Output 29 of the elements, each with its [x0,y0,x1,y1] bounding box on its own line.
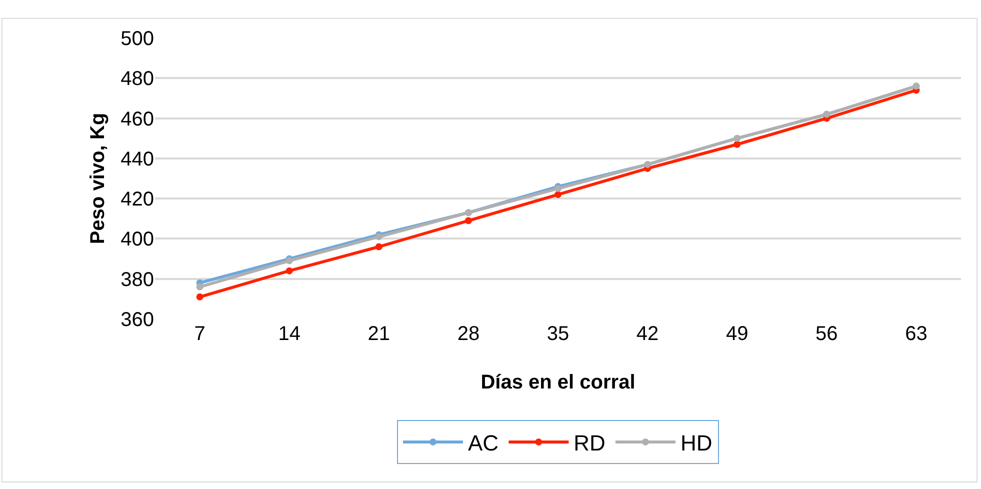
point [734,140,741,148]
x-tick-label: 7 [194,323,206,345]
point [375,243,382,250]
x-tick-label: 14 [278,323,300,345]
y-axis-title: Peso vivo, Kg [87,112,110,244]
x-tick-label: 28 [457,323,480,345]
y-tick-label: 380 [120,268,154,291]
y-tick-label: 500 [120,28,154,50]
y-tick-label: 480 [120,68,154,90]
point [464,217,472,224]
y-tick-label: 400 [120,228,154,251]
y-tick-label: 420 [120,188,154,211]
point [196,293,204,300]
legend-label: RD [574,430,606,456]
y-tick-label: 460 [120,108,154,130]
x-tick-label: 21 [368,323,390,345]
x-tick-label: 63 [905,323,928,345]
x-tick-label: 35 [546,323,570,345]
x-tick-label: 49 [726,323,748,345]
legend-label: AC [468,430,499,456]
x-tick-label: 56 [816,323,838,345]
legend-label: HD [680,430,712,456]
y-tick-label: 360 [120,309,154,331]
x-tick-label: 42 [636,323,659,345]
point [196,283,204,290]
x-axis-title: Días en el corral [480,372,636,394]
y-tick-label: 440 [120,148,154,170]
point [286,267,293,274]
point [554,191,562,198]
